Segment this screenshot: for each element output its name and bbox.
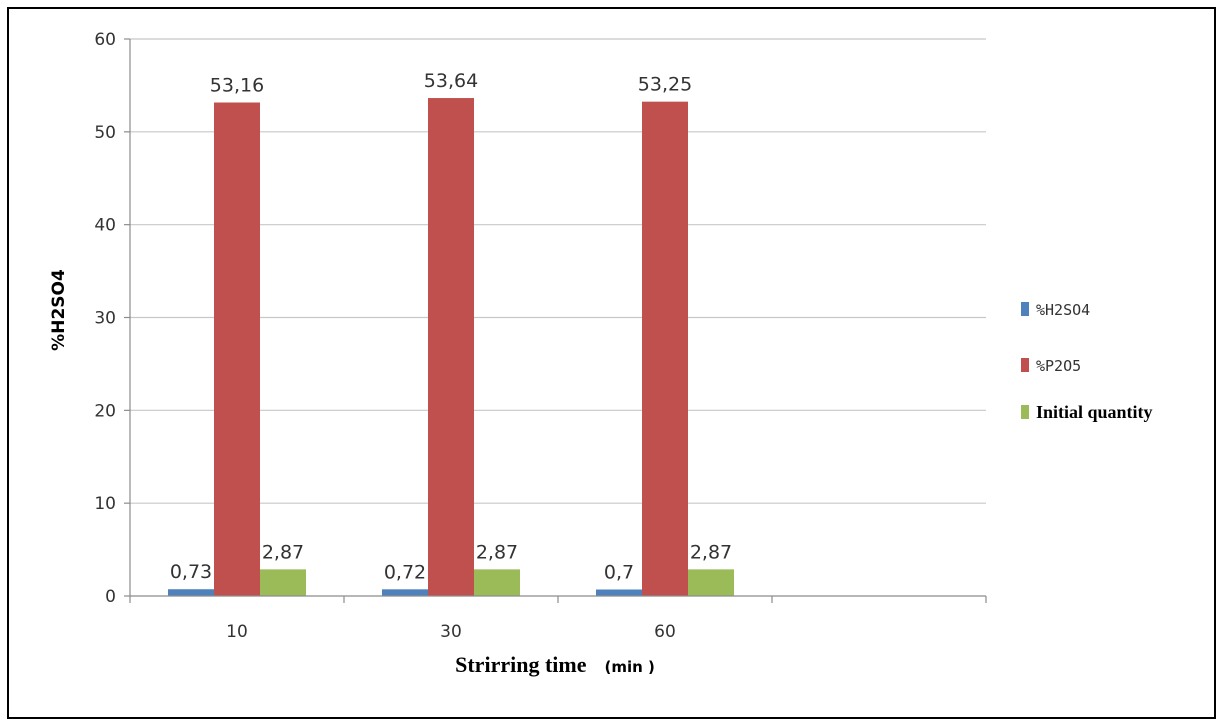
data-label: 2,87 [690, 541, 732, 563]
legend-label: %H2SO4 [1036, 301, 1090, 319]
data-label: 53,25 [638, 74, 692, 96]
legend-label: Initial quantity [1036, 402, 1153, 422]
x-axis-unit: (min ) [604, 658, 654, 676]
data-label: 0,72 [384, 561, 426, 583]
y-tick-labels: 0 10 20 30 40 50 60 [94, 30, 116, 607]
bar [428, 98, 474, 597]
x-tick-label: 30 [440, 622, 462, 642]
bar [382, 589, 428, 596]
y-axis-label: %H2SO4 [49, 269, 69, 351]
bar [642, 101, 688, 596]
chart-frame [7, 7, 1216, 719]
legend-swatch [1021, 302, 1029, 316]
y-tick-label: 40 [94, 216, 116, 236]
y-tick-label: 50 [94, 123, 116, 143]
x-tick-label: 60 [654, 622, 676, 642]
legend: %H2SO4 %P2O5 Initial quantity [1021, 301, 1153, 422]
bar [260, 569, 306, 596]
data-labels: 0,73 0,72 0,7 53,16 53,64 53,25 2,87 2,87 2,87 [170, 70, 732, 583]
data-label: 2,87 [476, 541, 518, 563]
bar [596, 589, 642, 596]
gridlines [124, 38, 986, 597]
bar [688, 569, 734, 596]
legend-label: %P2O5 [1036, 357, 1081, 375]
data-label: 53,16 [210, 74, 264, 96]
y-tick-label: 60 [94, 30, 116, 50]
legend-swatch [1021, 405, 1029, 419]
y-tick-label: 30 [94, 309, 116, 329]
y-tick-label: 0 [105, 587, 116, 607]
data-label: 0,7 [604, 562, 634, 584]
data-label: 0,73 [170, 561, 212, 583]
data-label: 53,64 [424, 70, 478, 92]
x-tick-labels: 10 30 60 [226, 622, 676, 642]
bars [168, 98, 734, 597]
bar [474, 569, 520, 596]
x-axis-title: Strirring time [455, 652, 587, 677]
y-tick-label: 10 [94, 494, 116, 514]
x-tick-label: 10 [226, 622, 248, 642]
y-tick-label: 20 [94, 401, 116, 421]
data-label: 2,87 [262, 541, 304, 563]
legend-swatch [1021, 358, 1029, 372]
bar [168, 589, 214, 596]
axes [129, 39, 987, 603]
bar [214, 102, 260, 597]
x-axis-label: Strirring time (min ) [455, 652, 655, 677]
